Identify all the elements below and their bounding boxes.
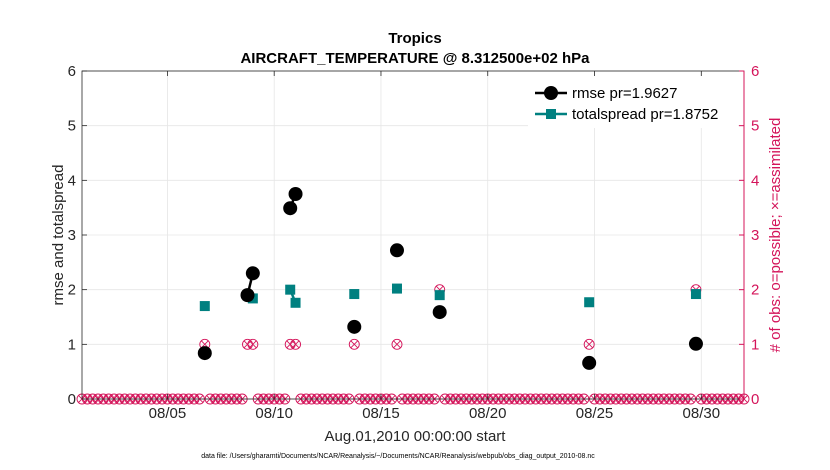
- legend-box: [528, 76, 738, 128]
- totalspread-point: [434, 290, 445, 301]
- y-tick-label-right: 0: [751, 391, 759, 408]
- y-tick-label-left: 4: [68, 172, 76, 189]
- y-tick-label-right: 3: [751, 227, 759, 244]
- obs-possible-marker: [583, 338, 595, 350]
- y-tick-label-right: 4: [751, 172, 759, 189]
- y-tick-label-left: 1: [68, 336, 76, 353]
- y-tick-label-left: 2: [68, 282, 76, 299]
- totalspread-point: [285, 284, 296, 295]
- y-tick-label-right: 5: [751, 118, 759, 135]
- y-tick-label-right: 6: [751, 63, 759, 80]
- legend-rmse-marker: [544, 86, 558, 100]
- totalspread-point: [290, 297, 301, 308]
- legend-totalspread-marker: [546, 109, 556, 119]
- legend-totalspread-label: totalspread pr=1.8752: [572, 106, 718, 123]
- rmse-point: [347, 319, 362, 334]
- x-tick-label: 08/30: [683, 405, 721, 422]
- obs-possible-marker: [348, 338, 360, 350]
- rmse-point: [197, 346, 212, 361]
- obs-assimilated-marker: [291, 340, 300, 349]
- y-tick-label-left: 0: [68, 391, 76, 408]
- rmse-point: [582, 355, 597, 370]
- chart-title: Tropics: [388, 30, 441, 47]
- x-tick-label: 08/20: [469, 405, 507, 422]
- y-tick-label-left: 6: [68, 63, 76, 80]
- rmse-point: [288, 187, 303, 201]
- rmse-point: [245, 266, 260, 281]
- obs-possible-marker: [290, 338, 301, 350]
- obs-assimilated-marker: [248, 340, 257, 349]
- obs-possible-marker: [391, 338, 403, 350]
- y-tick-label-left: 3: [68, 227, 76, 244]
- chart-subtitle: AIRCRAFT_TEMPERATURE @ 8.312500e+02 hPa: [240, 50, 590, 67]
- obs-assimilated-marker: [350, 340, 359, 349]
- obs-possible-marker: [247, 338, 259, 350]
- x-tick-label: 08/25: [576, 405, 614, 422]
- totalspread-point: [690, 289, 701, 300]
- x-tick-label: 08/10: [255, 405, 293, 422]
- totalspread-point: [584, 297, 595, 308]
- rmse-point: [432, 305, 447, 320]
- obs-assimilated-marker: [393, 340, 401, 349]
- x-tick-label: 08/15: [362, 405, 400, 422]
- rmse-point: [688, 336, 703, 351]
- rmse-point: [240, 288, 255, 303]
- data-series: [197, 187, 703, 370]
- x-axis-label: Aug.01,2010 00:00:00 start: [325, 428, 507, 445]
- rmse-point: [283, 201, 298, 216]
- footnote: data file: /Users/gharamti/Documents/NCA…: [201, 453, 595, 460]
- totalspread-point: [199, 301, 210, 312]
- totalspread-point: [391, 283, 402, 294]
- x-tick-label: 08/05: [149, 405, 187, 422]
- legend: rmse pr=1.9627 totalspread pr=1.8752: [528, 76, 738, 128]
- y-tick-label-right: 1: [751, 336, 759, 353]
- totalspread-point: [349, 289, 360, 300]
- legend-rmse-label: rmse pr=1.9627: [572, 85, 677, 102]
- y-axis-label-right: # of obs: o=possible; ×=assimilated: [767, 118, 784, 353]
- rmse-point: [389, 243, 404, 258]
- y-tick-label-left: 5: [68, 118, 76, 135]
- y-axis-label-left: rmse and totalspread: [50, 165, 67, 306]
- y-tick-label-right: 2: [751, 282, 759, 299]
- axis-ticks: 08/05 08/10 08/15 08/20 08/25 08/30 0 0 1 1 2 2 3 3 4 4…: [68, 63, 760, 422]
- obs-assimilated-marker: [585, 340, 594, 349]
